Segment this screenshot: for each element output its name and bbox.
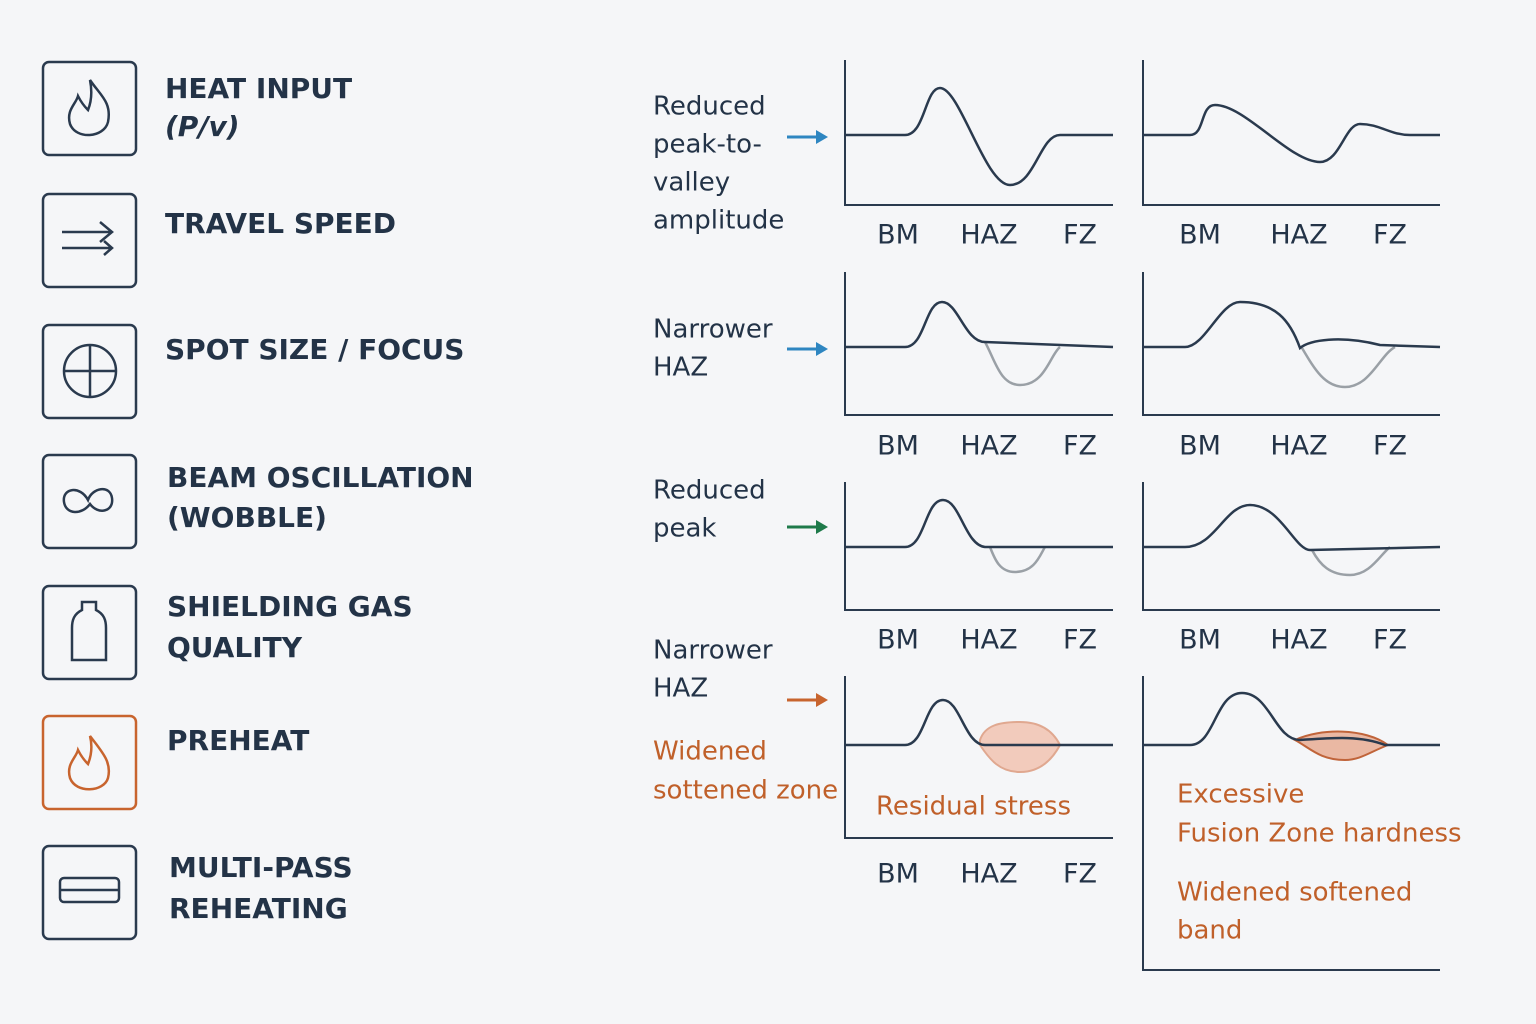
parameter-label: TRAVEL SPEED bbox=[165, 207, 396, 240]
axis-label: HAZ bbox=[960, 431, 1017, 462]
parameter-label: BEAM OSCILLATION bbox=[167, 461, 474, 494]
axis-label: HAZ bbox=[1270, 220, 1327, 251]
panel-note: Fusion Zone hardness bbox=[1177, 819, 1462, 849]
axis-label: HAZ bbox=[960, 625, 1017, 656]
axis-label: BM bbox=[877, 625, 919, 656]
icons bbox=[41, 60, 138, 941]
parameter-label: (P/v) bbox=[165, 110, 240, 143]
panel-note: Residual stress bbox=[876, 792, 1071, 822]
row-note: amplitude bbox=[653, 206, 784, 236]
parameter-label: HEAT INPUT bbox=[165, 72, 352, 105]
row-note: Narrower bbox=[653, 636, 773, 666]
row-note: Reduced bbox=[653, 476, 766, 506]
axis-label: FZ bbox=[1373, 431, 1407, 462]
axis-label: HAZ bbox=[1270, 625, 1327, 656]
axis-label: BM bbox=[1179, 625, 1221, 656]
row-note: peak bbox=[653, 514, 717, 544]
axis-label: FZ bbox=[1063, 220, 1097, 251]
warning-note: Widened bbox=[653, 737, 767, 767]
row-note: Reduced bbox=[653, 92, 766, 122]
panel-note: Widened softened bbox=[1177, 878, 1412, 908]
axis-label: FZ bbox=[1063, 859, 1097, 890]
axis-label: BM bbox=[877, 220, 919, 251]
row-note: peak-to- bbox=[653, 130, 762, 160]
row-note: Narrower bbox=[653, 315, 773, 345]
row-note: valley bbox=[653, 168, 730, 198]
curves bbox=[845, 86, 1441, 774]
axis-label: BM bbox=[1179, 220, 1221, 251]
axis-label: FZ bbox=[1373, 625, 1407, 656]
panel-note: band bbox=[1177, 916, 1242, 946]
parameter-label: PREHEAT bbox=[167, 724, 309, 757]
axes bbox=[844, 60, 1440, 971]
axis-label: FZ bbox=[1063, 431, 1097, 462]
axis-label: BM bbox=[877, 431, 919, 462]
axis-label: BM bbox=[877, 859, 919, 890]
parameter-label: SHIELDING GAS bbox=[167, 590, 413, 623]
parameter-label: MULTI-PASS bbox=[169, 851, 353, 884]
axis-label: BM bbox=[1179, 431, 1221, 462]
axis-label: HAZ bbox=[960, 859, 1017, 890]
parameter-label: REHEATING bbox=[169, 892, 348, 925]
axis-label: FZ bbox=[1373, 220, 1407, 251]
row-note: HAZ bbox=[653, 353, 708, 383]
row-note: HAZ bbox=[653, 674, 708, 704]
panel-note: Excessive bbox=[1177, 780, 1304, 810]
arrows bbox=[787, 130, 828, 707]
axis-label: FZ bbox=[1063, 625, 1097, 656]
parameter-label: SPOT SIZE / FOCUS bbox=[165, 333, 464, 366]
warning-note: sottened zone bbox=[653, 776, 838, 806]
axis-label: HAZ bbox=[960, 220, 1017, 251]
parameter-label: QUALITY bbox=[167, 631, 303, 664]
parameter-label: (WOBBLE) bbox=[167, 501, 327, 534]
axis-label: HAZ bbox=[1270, 431, 1327, 462]
